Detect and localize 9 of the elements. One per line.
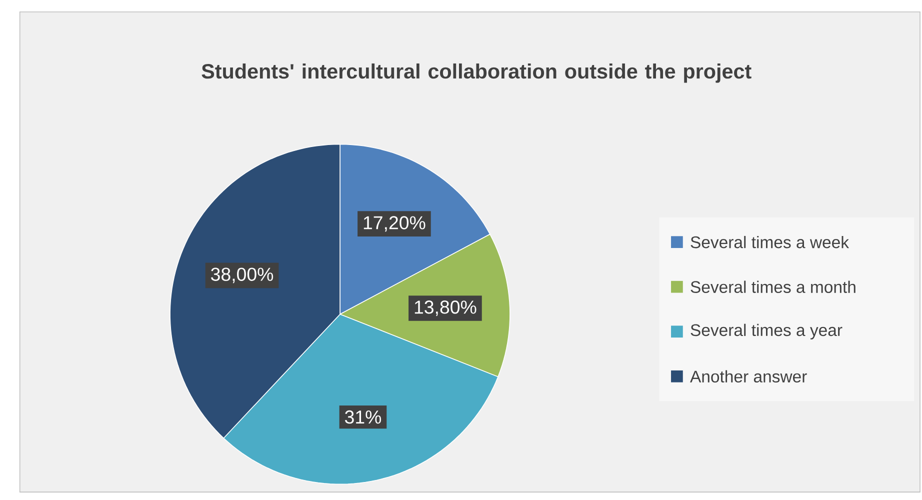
legend-label: Several times a week — [690, 236, 850, 248]
legend-label: Another answer — [690, 370, 807, 383]
chart-title: Students' intercultural collaboration outside the project — [202, 63, 752, 83]
data-label: 38,00% — [211, 268, 274, 284]
legend-label: Several times a month — [690, 280, 856, 293]
data-label: 13,80% — [414, 300, 476, 316]
data-label: 17,20% — [364, 216, 426, 232]
legend-label: Several times a year — [690, 324, 842, 340]
data-label: 31% — [344, 410, 382, 424]
